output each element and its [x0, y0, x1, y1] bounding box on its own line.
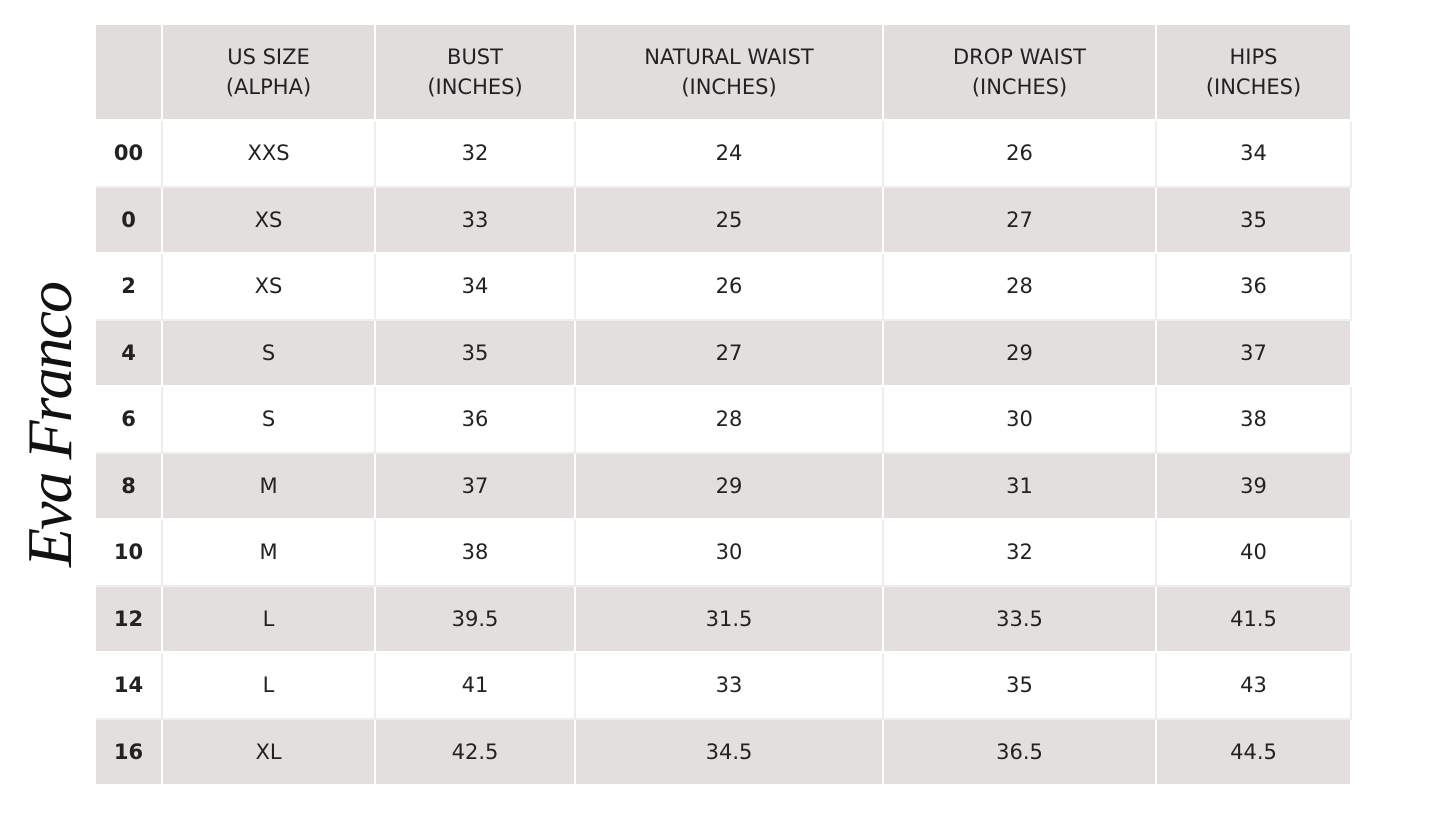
data-cell: 33.5 — [884, 586, 1157, 653]
data-cell: 37 — [1157, 320, 1352, 387]
data-cell: 35 — [376, 320, 576, 387]
data-cell: 27 — [884, 187, 1157, 254]
header-corner — [96, 25, 163, 121]
header-cell: US SIZE (ALPHA) — [163, 25, 376, 121]
data-cell: 37 — [376, 453, 576, 520]
header-cell: DROP WAIST (INCHES) — [884, 25, 1157, 121]
data-cell: 36 — [1157, 254, 1352, 321]
data-cell: 40 — [1157, 520, 1352, 587]
size-cell: 0 — [96, 187, 163, 254]
data-cell: XXS — [163, 121, 376, 188]
data-cell: 38 — [1157, 387, 1352, 454]
size-cell: 10 — [96, 520, 163, 587]
size-cell: 12 — [96, 586, 163, 653]
data-cell: 32 — [376, 121, 576, 188]
data-cell: 34.5 — [576, 719, 884, 786]
header-text: (INCHES) — [971, 75, 1068, 99]
data-cell: 24 — [576, 121, 884, 188]
header-text: (INCHES) — [427, 75, 523, 99]
data-cell: 33 — [376, 187, 576, 254]
data-cell: 31 — [884, 453, 1157, 520]
data-cell: M — [163, 520, 376, 587]
size-cell: 16 — [96, 719, 163, 786]
data-cell: 34 — [1157, 121, 1352, 188]
header-text: US SIZE — [227, 45, 310, 69]
data-cell: 30 — [576, 520, 884, 587]
data-cell: S — [163, 320, 376, 387]
data-cell: XS — [163, 254, 376, 321]
header-cell: BUST (INCHES) — [376, 25, 576, 121]
header-text: HIPS — [1229, 45, 1278, 69]
header-text: (ALPHA) — [225, 75, 312, 99]
size-cell: 6 — [96, 387, 163, 454]
data-cell: 35 — [884, 653, 1157, 720]
data-cell: 25 — [576, 187, 884, 254]
data-cell: 26 — [576, 254, 884, 321]
header-cell: HIPS (INCHES) — [1157, 25, 1352, 121]
data-cell: 31.5 — [576, 586, 884, 653]
data-cell: 33 — [576, 653, 884, 720]
header-text: NATURAL WAIST — [644, 45, 814, 69]
data-cell: 42.5 — [376, 719, 576, 786]
data-cell: 26 — [884, 121, 1157, 188]
size-cell: 14 — [96, 653, 163, 720]
data-cell: 28 — [884, 254, 1157, 321]
data-cell: 27 — [576, 320, 884, 387]
data-cell: 30 — [884, 387, 1157, 454]
header-text: BUST — [447, 45, 503, 69]
data-cell: XS — [163, 187, 376, 254]
data-cell: 29 — [576, 453, 884, 520]
data-cell: 28 — [576, 387, 884, 454]
data-cell: 43 — [1157, 653, 1352, 720]
size-cell: 4 — [96, 320, 163, 387]
header-text: (INCHES) — [681, 75, 777, 99]
data-cell: 35 — [1157, 187, 1352, 254]
data-cell: 44.5 — [1157, 719, 1352, 786]
size-cell: 00 — [96, 121, 163, 188]
brand-logo: Eva Franco — [14, 283, 85, 567]
size-cell: 2 — [96, 254, 163, 321]
header-text: DROP WAIST — [953, 45, 1086, 69]
data-cell: L — [163, 653, 376, 720]
data-cell: S — [163, 387, 376, 454]
data-cell: M — [163, 453, 376, 520]
header-text: (INCHES) — [1205, 75, 1302, 99]
data-cell: 29 — [884, 320, 1157, 387]
data-cell: 36 — [376, 387, 576, 454]
data-cell: XL — [163, 719, 376, 786]
data-cell: 41 — [376, 653, 576, 720]
data-cell: 39 — [1157, 453, 1352, 520]
data-cell: 34 — [376, 254, 576, 321]
data-cell: 36.5 — [884, 719, 1157, 786]
data-cell: L — [163, 586, 376, 653]
header-cell: NATURAL WAIST (INCHES) — [576, 25, 884, 121]
data-cell: 41.5 — [1157, 586, 1352, 653]
data-cell: 32 — [884, 520, 1157, 587]
size-cell: 8 — [96, 453, 163, 520]
data-cell: 39.5 — [376, 586, 576, 653]
data-cell: 38 — [376, 520, 576, 587]
